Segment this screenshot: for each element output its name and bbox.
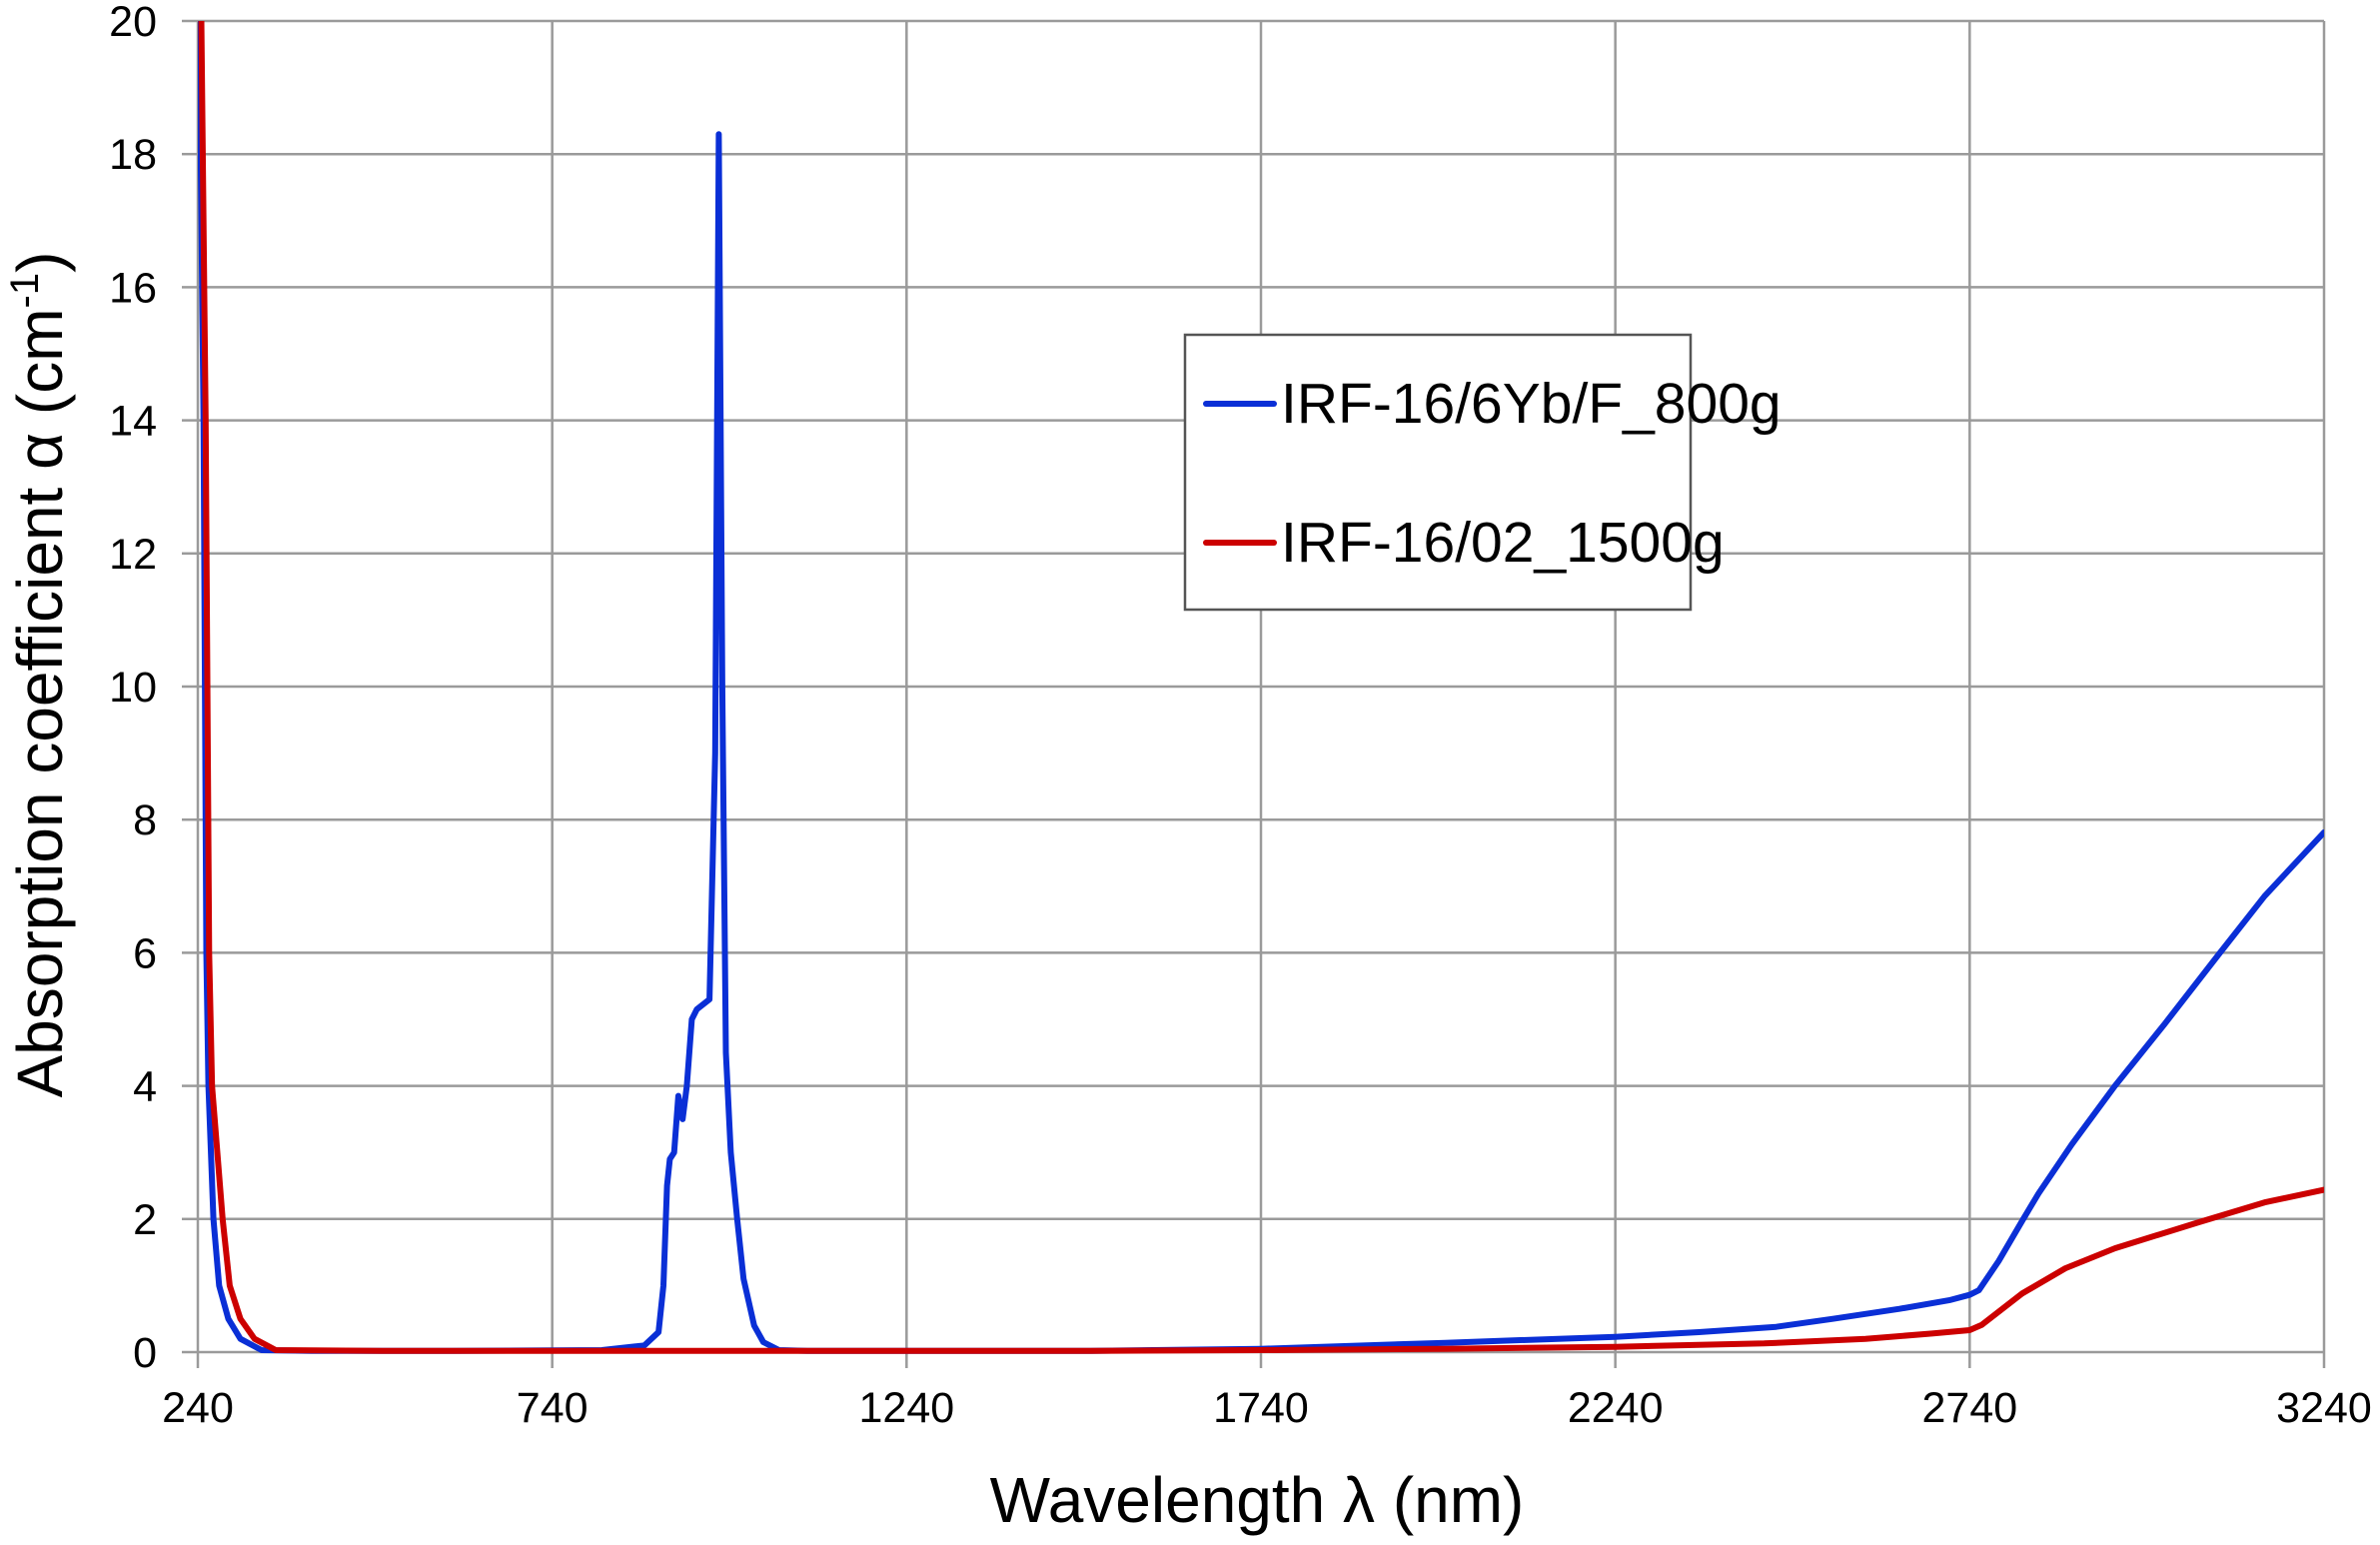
- y-tick-labels: 0 2 4 6 8 10 12 14 16 18 20: [109, 0, 157, 1377]
- y-axis-title-superscript: -1: [3, 273, 47, 309]
- x-tick-label: 240: [162, 1384, 234, 1432]
- tick-marks: [182, 19, 2326, 1368]
- y-tick-label: 16: [109, 264, 157, 312]
- x-axis-title: Wavelength λ (nm): [990, 1464, 1525, 1536]
- legend-label-2: IRF-16/02_1500g: [1281, 511, 1725, 575]
- x-tick-label: 1240: [858, 1384, 954, 1432]
- x-tick-labels: 240 740 1240 1740 2240 2740 3240: [162, 1384, 2372, 1432]
- legend-label-1: IRF-16/6Yb/F_800g: [1281, 372, 1782, 436]
- x-tick-label: 740: [517, 1384, 589, 1432]
- x-tick-label: 2740: [1921, 1384, 2017, 1432]
- y-axis-title: Absorption coefficient α (cm-1): [3, 252, 76, 1098]
- y-axis-title-base: Absorption coefficient α (cm: [4, 308, 76, 1097]
- y-tick-label: 12: [109, 531, 157, 579]
- y-tick-label: 20: [109, 0, 157, 46]
- y-tick-label: 0: [133, 1329, 157, 1377]
- x-tick-label: 2240: [1568, 1384, 1664, 1432]
- y-tick-label: 2: [133, 1196, 157, 1244]
- data-series: [198, 21, 2324, 1354]
- y-tick-label: 6: [133, 929, 157, 977]
- y-axis-title-close: ): [4, 252, 76, 273]
- legend: IRF-16/6Yb/F_800g IRF-16/02_1500g: [1183, 333, 1782, 612]
- y-tick-label: 18: [109, 131, 157, 179]
- x-tick-label: 3240: [2276, 1384, 2372, 1432]
- y-tick-label: 10: [109, 664, 157, 712]
- y-tick-label: 14: [109, 398, 157, 446]
- y-tick-label: 8: [133, 796, 157, 844]
- y-tick-label: 4: [133, 1063, 157, 1111]
- series-line-irf-16-02-1500g: [198, 21, 2324, 1354]
- legend-box: [1183, 333, 1693, 612]
- gridlines: [196, 19, 2326, 1354]
- x-tick-label: 1740: [1213, 1384, 1309, 1432]
